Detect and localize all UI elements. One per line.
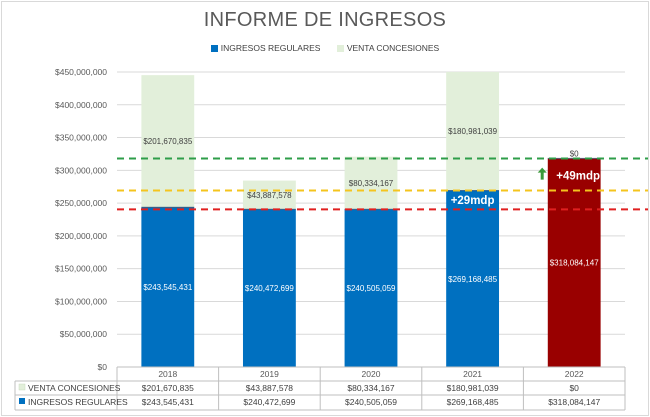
table-cell: $269,168,485: [447, 397, 499, 407]
table-cell: $318,084,147: [548, 397, 600, 407]
bar-concesiones: [446, 71, 500, 191]
y-tick-label: $450,000,000: [55, 67, 107, 77]
table-cell: $80,334,167: [347, 383, 395, 393]
table-cell: $201,670,835: [142, 383, 194, 393]
table-row-label: VENTA CONCESIONES: [28, 383, 121, 393]
annotation-label: +49mdp: [556, 171, 600, 183]
up-arrow-icon: [537, 167, 547, 180]
table-cell: $0: [569, 383, 579, 393]
table-cell: $43,887,578: [246, 383, 294, 393]
table-cell: $240,505,059: [345, 397, 397, 407]
x-tick-label: 2022: [565, 369, 584, 379]
x-tick-label: 2018: [158, 369, 177, 379]
legend: INGRESOS REGULARES VENTA CONCESIONES: [0, 43, 650, 54]
bar-ingresos: [446, 190, 500, 367]
bar-ingresos: [344, 209, 398, 367]
data-label-concesiones: $0: [570, 149, 579, 158]
data-label-ingresos: $318,084,147: [550, 259, 599, 268]
y-tick-label: $50,000,000: [60, 329, 108, 339]
bar-ingresos: [547, 158, 601, 367]
y-tick-label: $250,000,000: [55, 198, 107, 208]
data-label-concesiones: $201,670,835: [143, 137, 192, 146]
y-tick-label: $350,000,000: [55, 133, 107, 143]
x-tick-label: 2020: [362, 369, 381, 379]
table-row-label: INGRESOS REGULARES: [28, 397, 128, 407]
data-label-ingresos: $240,472,699: [245, 284, 294, 293]
data-label-concesiones: $180,981,039: [448, 127, 497, 136]
y-tick-label: $300,000,000: [55, 165, 107, 175]
annotation-label: +29mdp: [451, 195, 495, 207]
bar-concesiones: [141, 75, 195, 208]
x-tick-label: 2021: [463, 369, 482, 379]
y-tick-label: $150,000,000: [55, 264, 107, 274]
legend-swatch-ingresos: [210, 44, 218, 52]
bar-ingresos: [242, 209, 296, 367]
y-tick-label: $0: [98, 362, 108, 372]
legend-swatch-concesiones: [336, 44, 344, 52]
legend-label-concesiones: VENTA CONCESIONES: [346, 43, 440, 53]
chart-title: INFORME DE INGRESOS: [203, 9, 447, 31]
table-legend-key: [19, 398, 25, 404]
bar-concesiones: [242, 180, 296, 210]
x-tick-label: 2019: [260, 369, 279, 379]
legend-label-ingresos: INGRESOS REGULARES: [220, 43, 321, 53]
table-cell: $240,472,699: [243, 397, 295, 407]
y-tick-label: $400,000,000: [55, 100, 107, 110]
legend-item-ingresos: INGRESOS REGULARES: [210, 43, 321, 53]
table-cell: $180,981,039: [447, 383, 499, 393]
data-label-ingresos: $269,168,485: [448, 275, 497, 284]
data-label-concesiones: $43,887,578: [247, 191, 292, 200]
data-label-ingresos: $243,545,431: [143, 283, 192, 292]
data-label-ingresos: $240,505,059: [347, 284, 396, 293]
bar-ingresos: [141, 207, 195, 367]
bar-concesiones: [344, 156, 398, 210]
table-cell: $243,545,431: [142, 397, 194, 407]
table-legend-key: [18, 383, 26, 391]
legend-item-concesiones: VENTA CONCESIONES: [336, 43, 440, 53]
y-tick-label: $100,000,000: [55, 296, 107, 306]
y-tick-label: $200,000,000: [55, 231, 107, 241]
data-label-concesiones: $80,334,167: [349, 179, 394, 188]
